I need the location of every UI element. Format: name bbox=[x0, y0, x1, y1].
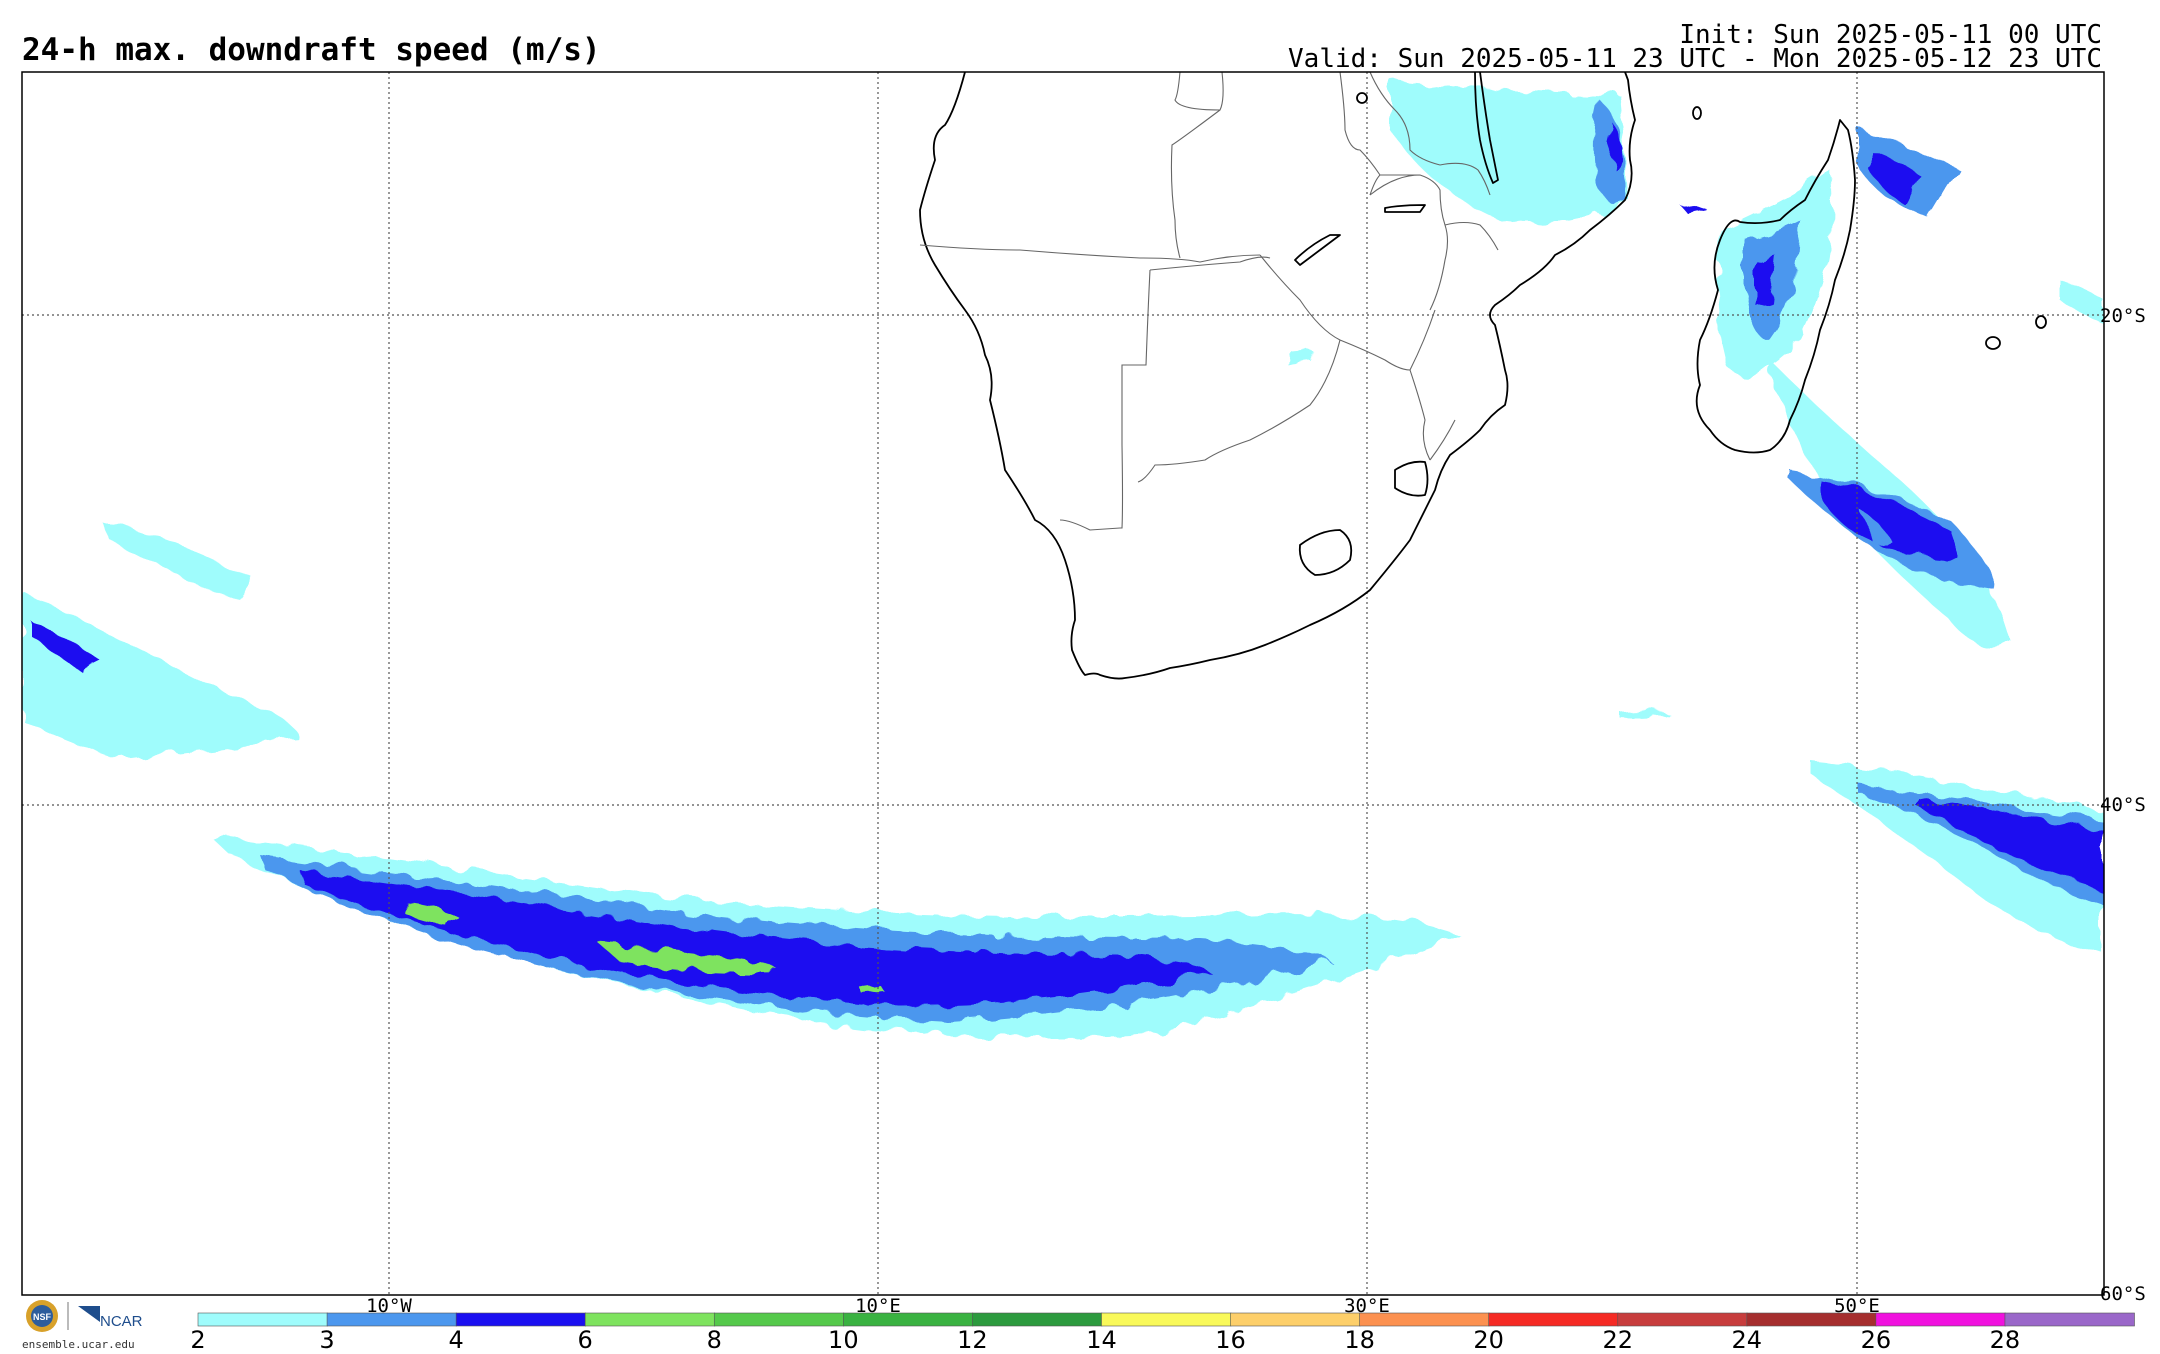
valid-time: Valid: Sun 2025-05-11 23 UTC - Mon 2025-… bbox=[1288, 44, 2102, 74]
colorbar-swatch bbox=[1875, 1312, 2006, 1327]
graticule bbox=[22, 72, 2104, 1295]
colorbar-tick-label: 22 bbox=[1602, 1326, 1633, 1354]
ncar-mark-icon bbox=[78, 1306, 100, 1322]
colorbar-tick-label: 20 bbox=[1473, 1326, 1504, 1354]
logo-area: NSF NCAR ensemble.ucar.edu bbox=[22, 1296, 162, 1354]
colorbar-swatch bbox=[1230, 1312, 1361, 1327]
lon-label: 30°E bbox=[1344, 1295, 1390, 1317]
colorbar-swatch bbox=[1617, 1312, 1748, 1327]
nsf-logo-text: NSF bbox=[33, 1312, 52, 1322]
colorbar-tick-label: 2 bbox=[190, 1326, 205, 1354]
colorbar-tick-label: 24 bbox=[1732, 1326, 1763, 1354]
colorbar-tick-label: 10 bbox=[828, 1326, 859, 1354]
lat-label: 40°S bbox=[2100, 794, 2146, 816]
nsf-ncar-logo: NSF NCAR bbox=[26, 1300, 143, 1332]
colorbar-swatch bbox=[197, 1312, 328, 1327]
lat-label: 60°S bbox=[2100, 1283, 2146, 1305]
colorbar-tick-label: 16 bbox=[1215, 1326, 1246, 1354]
colorbar-swatch bbox=[1359, 1312, 1490, 1327]
country-borders bbox=[919, 71, 1499, 531]
colorbar-swatch bbox=[1101, 1312, 1232, 1327]
africa-coastline bbox=[919, 71, 2047, 680]
colorbar-tick-label: 4 bbox=[448, 1326, 463, 1354]
colorbar-tick-label: 6 bbox=[578, 1326, 593, 1354]
colorbar-swatch bbox=[326, 1312, 457, 1327]
colorbar-swatch bbox=[713, 1312, 845, 1327]
colorbar-swatch bbox=[972, 1312, 1103, 1327]
colorbar-swatch bbox=[1488, 1312, 1619, 1327]
colorbar-tick-label: 28 bbox=[1990, 1326, 2021, 1354]
colorbar-swatch bbox=[843, 1312, 974, 1327]
lon-label: 50°E bbox=[1834, 1295, 1880, 1317]
colorbar-swatch bbox=[2004, 1312, 2135, 1327]
downdraft-field bbox=[22, 80, 2104, 1038]
lon-label: 10°E bbox=[855, 1295, 901, 1317]
ncar-logo-text: NCAR bbox=[100, 1313, 143, 1330]
colorbar: 2 3 4 6 8 10 12 14 16 18 20 22 24 26 28 bbox=[190, 1312, 2135, 1354]
colorbar-tick-label: 12 bbox=[957, 1326, 988, 1354]
init-time: Init: Sun 2025-05-11 00 UTC bbox=[1679, 20, 2102, 50]
lat-label: 20°S bbox=[2100, 305, 2146, 327]
colorbar-swatch bbox=[455, 1312, 586, 1327]
ensemble-url: ensemble.ucar.edu bbox=[22, 1338, 135, 1351]
colorbar-tick-label: 18 bbox=[1344, 1326, 1375, 1354]
map-title: 24-h max. downdraft speed (m/s) bbox=[22, 32, 601, 68]
colorbar-tick-label: 14 bbox=[1086, 1326, 1117, 1354]
colorbar-tick-label: 26 bbox=[1861, 1326, 1892, 1354]
colorbar-swatch bbox=[584, 1312, 716, 1327]
colorbar-tick-label: 8 bbox=[707, 1326, 722, 1354]
map-frame bbox=[21, 71, 2105, 1296]
colorbar-swatch bbox=[1746, 1312, 1877, 1327]
lon-label: 10°W bbox=[366, 1295, 412, 1317]
colorbar-tick-label: 3 bbox=[319, 1326, 334, 1354]
